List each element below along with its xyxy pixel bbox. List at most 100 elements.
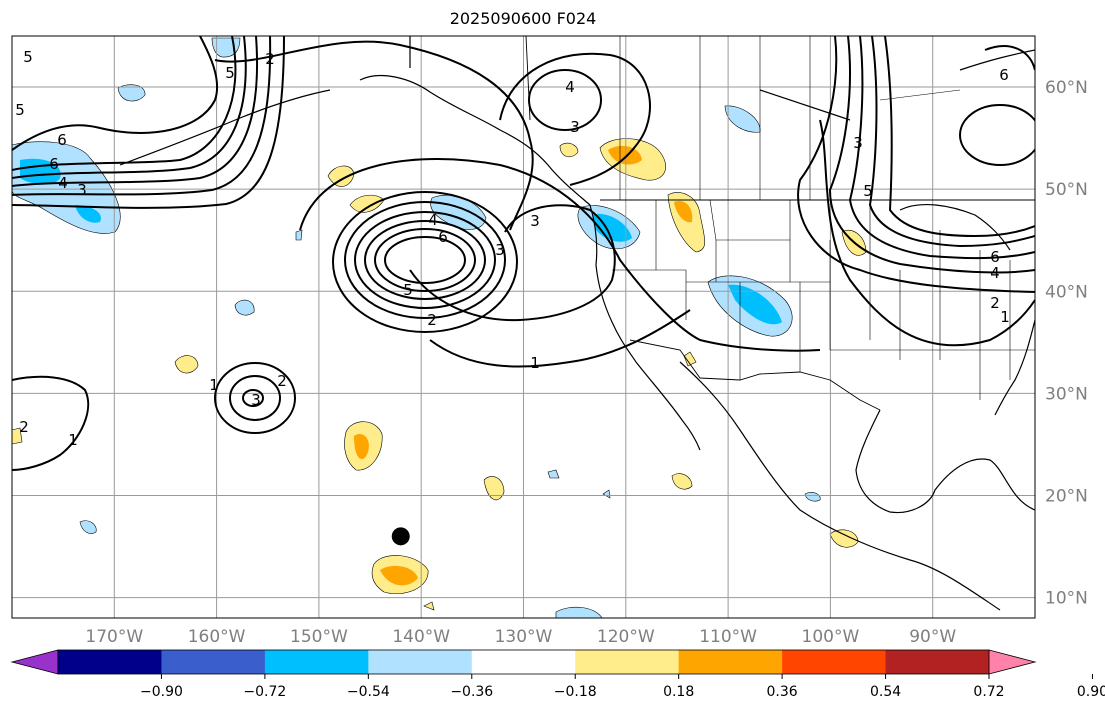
longitude-tick-label: 90°W bbox=[909, 627, 956, 647]
contour-line bbox=[374, 228, 476, 292]
positive-anomaly-area bbox=[483, 476, 505, 501]
alaska-coastline bbox=[359, 74, 591, 206]
map-frame bbox=[11, 35, 1036, 619]
aleutian-chain bbox=[119, 89, 331, 166]
point-marker bbox=[391, 527, 410, 546]
gulf-of-mexico-coast bbox=[855, 409, 1035, 514]
contour-line bbox=[528, 69, 602, 131]
contour-label: 3 bbox=[495, 241, 505, 259]
positive-anomaly-area bbox=[380, 565, 418, 586]
colorbar-segment bbox=[58, 650, 162, 674]
latitude-tick-label: 20°N bbox=[1045, 486, 1088, 506]
contour-label: 6 bbox=[438, 228, 448, 246]
colorbar-tick-label: −0.72 bbox=[243, 684, 286, 700]
contour-label: 1 bbox=[530, 354, 540, 372]
contour-line bbox=[332, 191, 518, 333]
positive-anomaly-area bbox=[829, 529, 859, 548]
contour-label: 6 bbox=[49, 155, 59, 173]
colorbar-segment bbox=[782, 650, 887, 674]
longitude-axis: 170°W 160°W 150°W 140°W 130°W 120°W 110°W 100°W… bbox=[85, 627, 956, 647]
colorbar-tick-label: 0.54 bbox=[870, 684, 901, 700]
colorbar-segment bbox=[264, 650, 369, 674]
colorbar-segment bbox=[678, 650, 783, 674]
us-mexico-border bbox=[629, 339, 881, 411]
negative-anomaly-area bbox=[728, 284, 782, 325]
contour-label: 4 bbox=[565, 78, 575, 96]
contour-labels: 5 5 6 6 4 3 5 2 4 3 3 4 6 3 5 2 1 1 2 3 bbox=[15, 48, 1010, 449]
positive-anomaly-area bbox=[559, 142, 579, 158]
contour-label: 6 bbox=[57, 131, 67, 149]
canada-arctic-coast bbox=[409, 36, 1035, 121]
latitude-tick-label: 50°N bbox=[1045, 180, 1088, 200]
mexico-west-coast bbox=[679, 361, 1001, 611]
negative-anomaly-area bbox=[295, 229, 611, 499]
colorbar-tick-label: 0.90 bbox=[1077, 684, 1105, 700]
contour-label: 5 bbox=[863, 182, 873, 200]
political-borders bbox=[525, 36, 1035, 411]
contour-label: 5 bbox=[15, 101, 25, 119]
contour-label: 4 bbox=[990, 264, 1000, 282]
contour-label: 6 bbox=[990, 248, 1000, 266]
longitude-tick-label: 150°W bbox=[290, 627, 348, 647]
contour-label: 1 bbox=[1000, 308, 1010, 326]
contour-line bbox=[959, 104, 1035, 166]
contour-line bbox=[384, 236, 466, 284]
colorbar-tick-label: 0.18 bbox=[663, 684, 694, 700]
longitude-tick-label: 130°W bbox=[495, 627, 553, 647]
contour-label: 5 bbox=[225, 64, 235, 82]
latitude-tick-label: 60°N bbox=[1045, 78, 1088, 98]
contour-line bbox=[12, 36, 237, 171]
colorbar-segment bbox=[161, 650, 266, 674]
positive-anomaly-area bbox=[12, 351, 697, 611]
colorbar-tick-label: 0.72 bbox=[973, 684, 1004, 700]
east-coast bbox=[994, 319, 1035, 416]
contour-line bbox=[12, 36, 272, 196]
positive-anomaly-area bbox=[608, 145, 642, 165]
contour-line bbox=[214, 362, 296, 434]
colorbar-tick-label: −0.18 bbox=[554, 684, 597, 700]
contour-line bbox=[884, 36, 1035, 238]
longitude-tick-label: 160°W bbox=[188, 627, 246, 647]
colorbar-segment bbox=[575, 650, 680, 674]
baja-california bbox=[635, 361, 701, 451]
contour-line bbox=[344, 201, 506, 319]
contour-label: 3 bbox=[77, 181, 87, 199]
contour-line bbox=[12, 36, 258, 187]
contour-label: 1 bbox=[68, 431, 78, 449]
contour-line bbox=[819, 119, 1035, 347]
positive-anomaly-area bbox=[354, 433, 369, 460]
latitude-tick-label: 40°N bbox=[1045, 282, 1088, 302]
colorbar-segment bbox=[885, 650, 990, 674]
latitude-tick-label: 30°N bbox=[1045, 384, 1088, 404]
contour-label: 1 bbox=[209, 376, 219, 394]
contour-line bbox=[797, 36, 1035, 293]
contour-line bbox=[354, 211, 496, 309]
colorbar-tick-label: 0.36 bbox=[767, 684, 798, 700]
contour-label: 3 bbox=[530, 212, 540, 230]
contour-line bbox=[848, 36, 1035, 260]
negative-anomaly-area bbox=[117, 84, 146, 102]
latitude-axis: 60°N 50°N 40°N 30°N 20°N 10°N bbox=[1045, 78, 1088, 609]
contour-line bbox=[12, 36, 247, 179]
contour-label: 2 bbox=[990, 294, 1000, 312]
colorbar-tick-label: −0.90 bbox=[140, 684, 183, 700]
shaded-anomaly-areas bbox=[12, 37, 867, 618]
colorbar-upper-extension bbox=[988, 649, 1037, 675]
contour-label: 2 bbox=[427, 311, 437, 329]
colorbar: −0.90 −0.72 −0.54 −0.36 −0.18 0.18 0.36 0.54 0.7… bbox=[10, 649, 1105, 700]
colorbar-tick-label: −0.36 bbox=[450, 684, 493, 700]
longitude-tick-label: 170°W bbox=[85, 627, 143, 647]
longitude-tick-label: 140°W bbox=[392, 627, 450, 647]
longitude-tick-label: 120°W bbox=[597, 627, 655, 647]
contour-line bbox=[499, 52, 651, 186]
latitude-tick-label: 10°N bbox=[1045, 589, 1088, 609]
contour-label: 4 bbox=[58, 174, 68, 192]
colorbar-outline bbox=[57, 649, 990, 675]
contour-line bbox=[229, 375, 281, 421]
contour-line bbox=[868, 36, 1035, 248]
colorbar-segment bbox=[368, 650, 473, 674]
hudson-area bbox=[899, 204, 1011, 251]
negative-anomaly-area bbox=[79, 520, 97, 534]
contour-line bbox=[364, 220, 486, 300]
contour-label: 5 bbox=[23, 48, 33, 66]
